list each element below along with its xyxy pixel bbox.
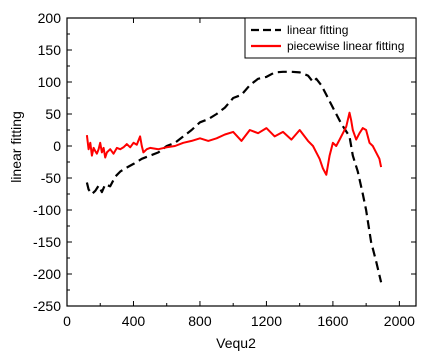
x-tick-label: 800 [188, 313, 212, 329]
plot-area [85, 70, 383, 283]
x-tick-label: 2000 [384, 313, 415, 329]
y-tick-label: -200 [33, 266, 61, 282]
y-tick-label: -250 [33, 298, 61, 314]
y-tick-label: 0 [53, 138, 61, 154]
x-tick-label: 400 [122, 313, 146, 329]
series-line-piecewise-linear-fitting [85, 111, 383, 176]
y-tick-label: -100 [33, 202, 61, 218]
series-line-linear-fitting [85, 70, 383, 283]
y-tick-label: 200 [38, 10, 62, 26]
legend-label: linear fitting [287, 23, 348, 37]
y-axis-title: linear fitting [8, 111, 24, 183]
x-axis-title: Vequ2 [216, 335, 256, 351]
x-tick-label: 1600 [317, 313, 348, 329]
legend: linear fitting piecewise linear fitting [244, 17, 417, 59]
x-tick-label: 1200 [251, 313, 282, 329]
y-tick-label: -150 [33, 234, 61, 250]
y-tick-label: 50 [45, 106, 61, 122]
y-tick-label: 150 [38, 42, 62, 58]
x-tick-label: 0 [63, 313, 71, 329]
legend-label: piecewise linear fitting [287, 39, 404, 53]
y-tick-label: -50 [41, 170, 61, 186]
legend-box [244, 17, 417, 59]
y-tick-label: 100 [38, 74, 62, 90]
